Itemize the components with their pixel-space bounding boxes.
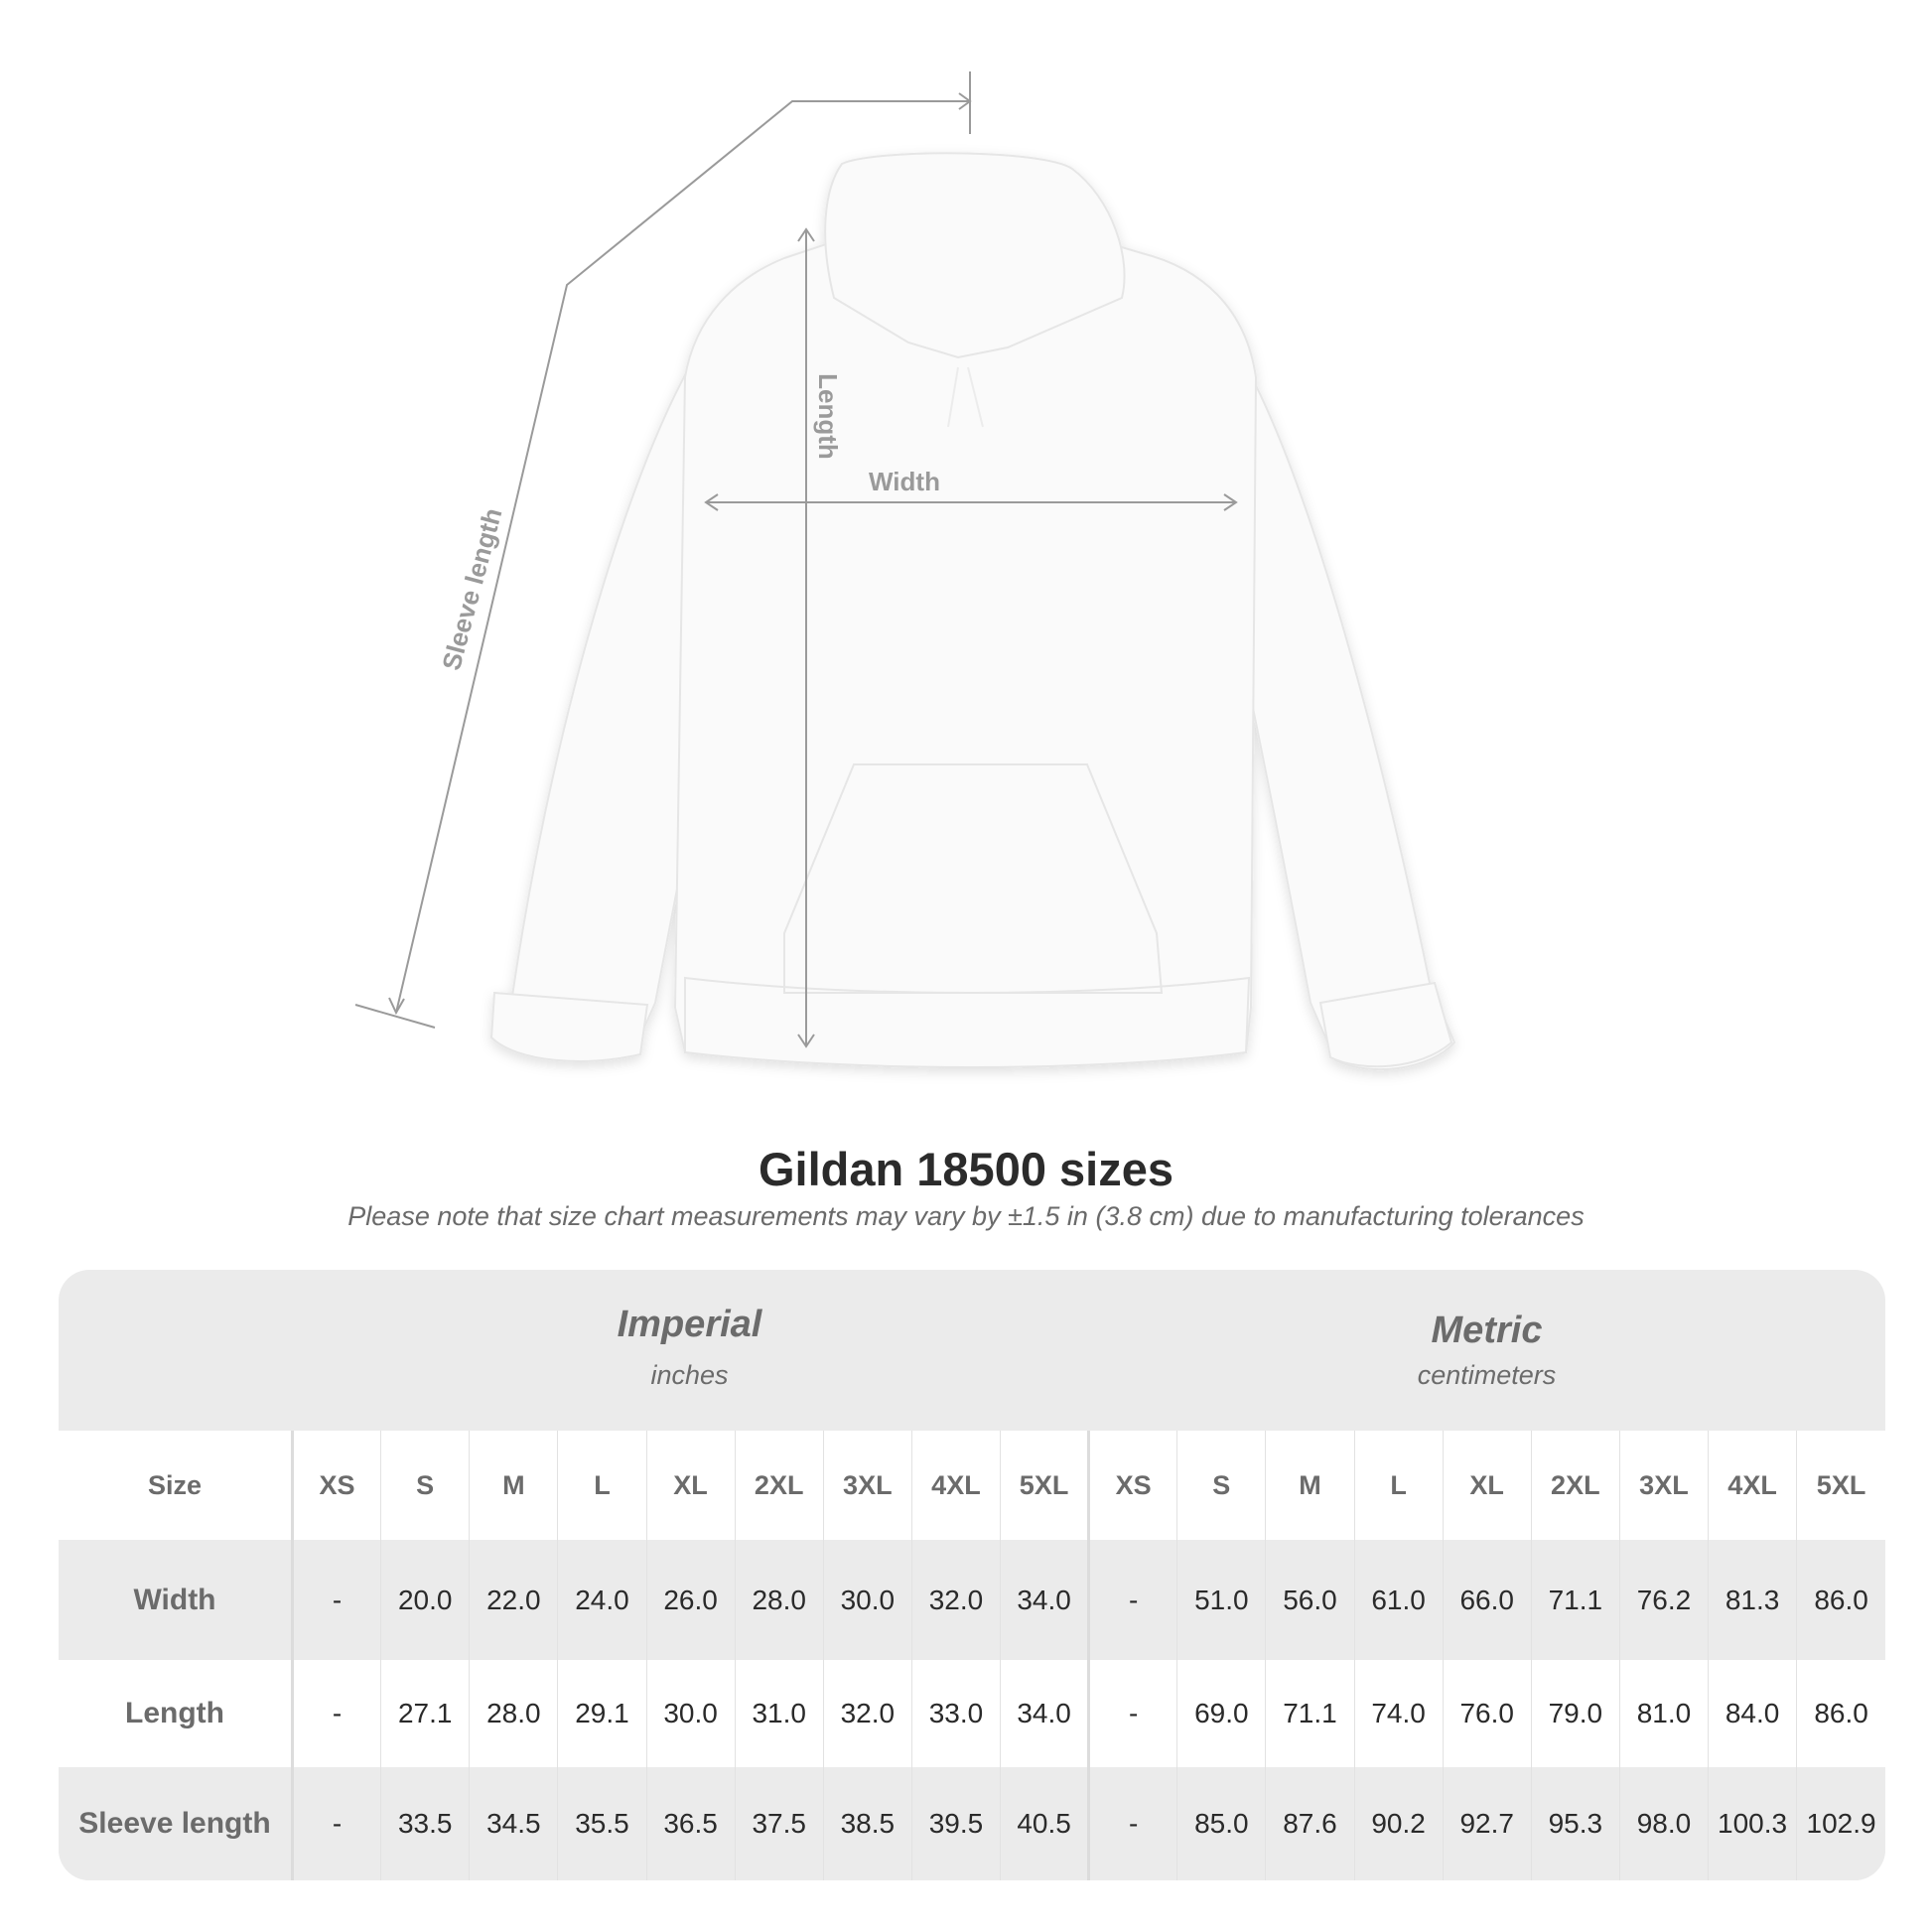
imperial-unit: inches	[650, 1360, 729, 1390]
metric-value-cell: 100.3	[1707, 1767, 1797, 1880]
metric-title: Metric	[1431, 1310, 1543, 1351]
imperial-size-header: 4XL	[910, 1431, 1001, 1540]
imperial-value-cell: 32.0	[822, 1660, 912, 1767]
imperial-value-cell: 20.0	[380, 1540, 470, 1660]
imperial-value-cell: 28.0	[734, 1540, 824, 1660]
table-row: Length -27.1 28.0 29.1 30.0 31.0 32.0 33.0 34.0-…	[59, 1660, 1885, 1767]
hoodie-image	[354, 71, 1456, 1071]
imperial-value-cell: 24.0	[557, 1540, 646, 1660]
metric-value-cell: 74.0	[1353, 1660, 1444, 1767]
row-label: Width	[59, 1540, 294, 1660]
metric-size-header: XS	[1087, 1431, 1177, 1540]
metric-value-cell: 87.6	[1265, 1767, 1354, 1880]
metric-value-cell: 85.0	[1176, 1767, 1266, 1880]
row-label: Length	[59, 1660, 294, 1767]
metric-value-cell: 56.0	[1265, 1540, 1354, 1660]
imperial-value-cell: 27.1	[380, 1660, 470, 1767]
metric-size-header: 5XL	[1796, 1431, 1885, 1540]
metric-value-cell: 86.0	[1796, 1660, 1885, 1767]
imperial-value-cell: 32.0	[910, 1540, 1001, 1660]
imperial-size-header: M	[469, 1431, 558, 1540]
metric-value-cell: 66.0	[1442, 1540, 1532, 1660]
imperial-value-cell: 31.0	[734, 1660, 824, 1767]
imperial-value-cell: 36.5	[645, 1767, 736, 1880]
table-row: Width -20.0 22.0 24.0 26.0 28.0 30.0 32.0 34.0-5…	[59, 1540, 1885, 1660]
imperial-value-cell: 37.5	[734, 1767, 824, 1880]
imperial-value-cell: 30.0	[822, 1540, 912, 1660]
imperial-value-cell: 35.5	[557, 1767, 646, 1880]
imperial-value-cell: 33.5	[380, 1767, 470, 1880]
metric-value-cell: 51.0	[1176, 1540, 1266, 1660]
metric-value-cell: 86.0	[1796, 1540, 1885, 1660]
metric-value-cell: -	[1087, 1540, 1177, 1660]
width-label: Width	[869, 467, 940, 496]
metric-value-cell: 98.0	[1618, 1767, 1709, 1880]
metric-value-cell: 76.2	[1618, 1540, 1709, 1660]
metric-value-cell: 95.3	[1530, 1767, 1620, 1880]
metric-value-cell: -	[1087, 1660, 1177, 1767]
imperial-size-header: S	[380, 1431, 470, 1540]
imperial-size-header: L	[557, 1431, 646, 1540]
metric-header: Metric centimeters	[1088, 1310, 1885, 1470]
metric-value-cell: 102.9	[1796, 1767, 1885, 1880]
metric-size-header: S	[1176, 1431, 1266, 1540]
row-label: Sleeve length	[59, 1767, 294, 1880]
imperial-value-cell: 34.0	[999, 1660, 1089, 1767]
imperial-title: Imperial	[617, 1304, 762, 1345]
imperial-value-cell: 28.0	[469, 1660, 558, 1767]
imperial-value-cell: 34.0	[999, 1540, 1089, 1660]
imperial-value-cell: 33.0	[910, 1660, 1001, 1767]
metric-size-header: M	[1265, 1431, 1354, 1540]
metric-value-cell: 76.0	[1442, 1660, 1532, 1767]
length-label: Length	[812, 373, 843, 460]
metric-value-cell: 84.0	[1707, 1660, 1797, 1767]
size-row-label: Size	[59, 1431, 294, 1540]
metric-size-header: 2XL	[1530, 1431, 1620, 1540]
metric-value-cell: 61.0	[1353, 1540, 1444, 1660]
imperial-value-cell: 30.0	[645, 1660, 736, 1767]
imperial-value-cell: 39.5	[910, 1767, 1001, 1880]
metric-value-cell: 69.0	[1176, 1660, 1266, 1767]
imperial-size-header: 3XL	[822, 1431, 912, 1540]
imperial-value-cell: 26.0	[645, 1540, 736, 1660]
imperial-size-header: XL	[645, 1431, 736, 1540]
imperial-value-cell: -	[291, 1540, 381, 1660]
metric-value-cell: 92.7	[1442, 1767, 1532, 1880]
imperial-value-cell: 38.5	[822, 1767, 912, 1880]
imperial-size-header: 5XL	[999, 1431, 1089, 1540]
imperial-value-cell: -	[291, 1660, 381, 1767]
imperial-size-header: XS	[291, 1431, 381, 1540]
metric-size-header: L	[1353, 1431, 1444, 1540]
imperial-value-cell: 34.5	[469, 1767, 558, 1880]
imperial-value-cell: 40.5	[999, 1767, 1089, 1880]
metric-size-header: XL	[1442, 1431, 1532, 1540]
metric-value-cell: 81.3	[1707, 1540, 1797, 1660]
page-title: Gildan 18500 sizes	[758, 1143, 1174, 1195]
metric-value-cell: -	[1087, 1767, 1177, 1880]
metric-size-header: 3XL	[1618, 1431, 1709, 1540]
imperial-value-cell: 29.1	[557, 1660, 646, 1767]
metric-value-cell: 71.1	[1265, 1660, 1354, 1767]
metric-value-cell: 71.1	[1530, 1540, 1620, 1660]
metric-value-cell: 81.0	[1618, 1660, 1709, 1767]
tolerance-note: Please note that size chart measurements…	[347, 1201, 1585, 1231]
table-row: Sleeve length -33.5 34.5 35.5 36.5 37.5 38.5 39…	[59, 1767, 1885, 1880]
hoodie-figure: Length Width Sleeve length	[354, 71, 1456, 1071]
metric-value-cell: 79.0	[1530, 1660, 1620, 1767]
size-table: Imperial inches Metric centimeters Size X…	[59, 1270, 1885, 1880]
size-grid: Size XS S M L XL 2XL 3XL 4XL 5XL XS S M L XL 2XL 3XL 4XL 5…	[59, 1431, 1885, 1880]
metric-unit: centimeters	[1417, 1360, 1557, 1390]
metric-value-cell: 90.2	[1353, 1767, 1444, 1880]
imperial-size-header: 2XL	[734, 1431, 824, 1540]
size-header-row: Size XS S M L XL 2XL 3XL 4XL 5XL XS S M L XL 2XL 3XL 4XL 5…	[59, 1431, 1885, 1540]
imperial-header: Imperial inches	[291, 1304, 1088, 1464]
metric-size-header: 4XL	[1707, 1431, 1797, 1540]
imperial-value-cell: -	[291, 1767, 381, 1880]
imperial-value-cell: 22.0	[469, 1540, 558, 1660]
